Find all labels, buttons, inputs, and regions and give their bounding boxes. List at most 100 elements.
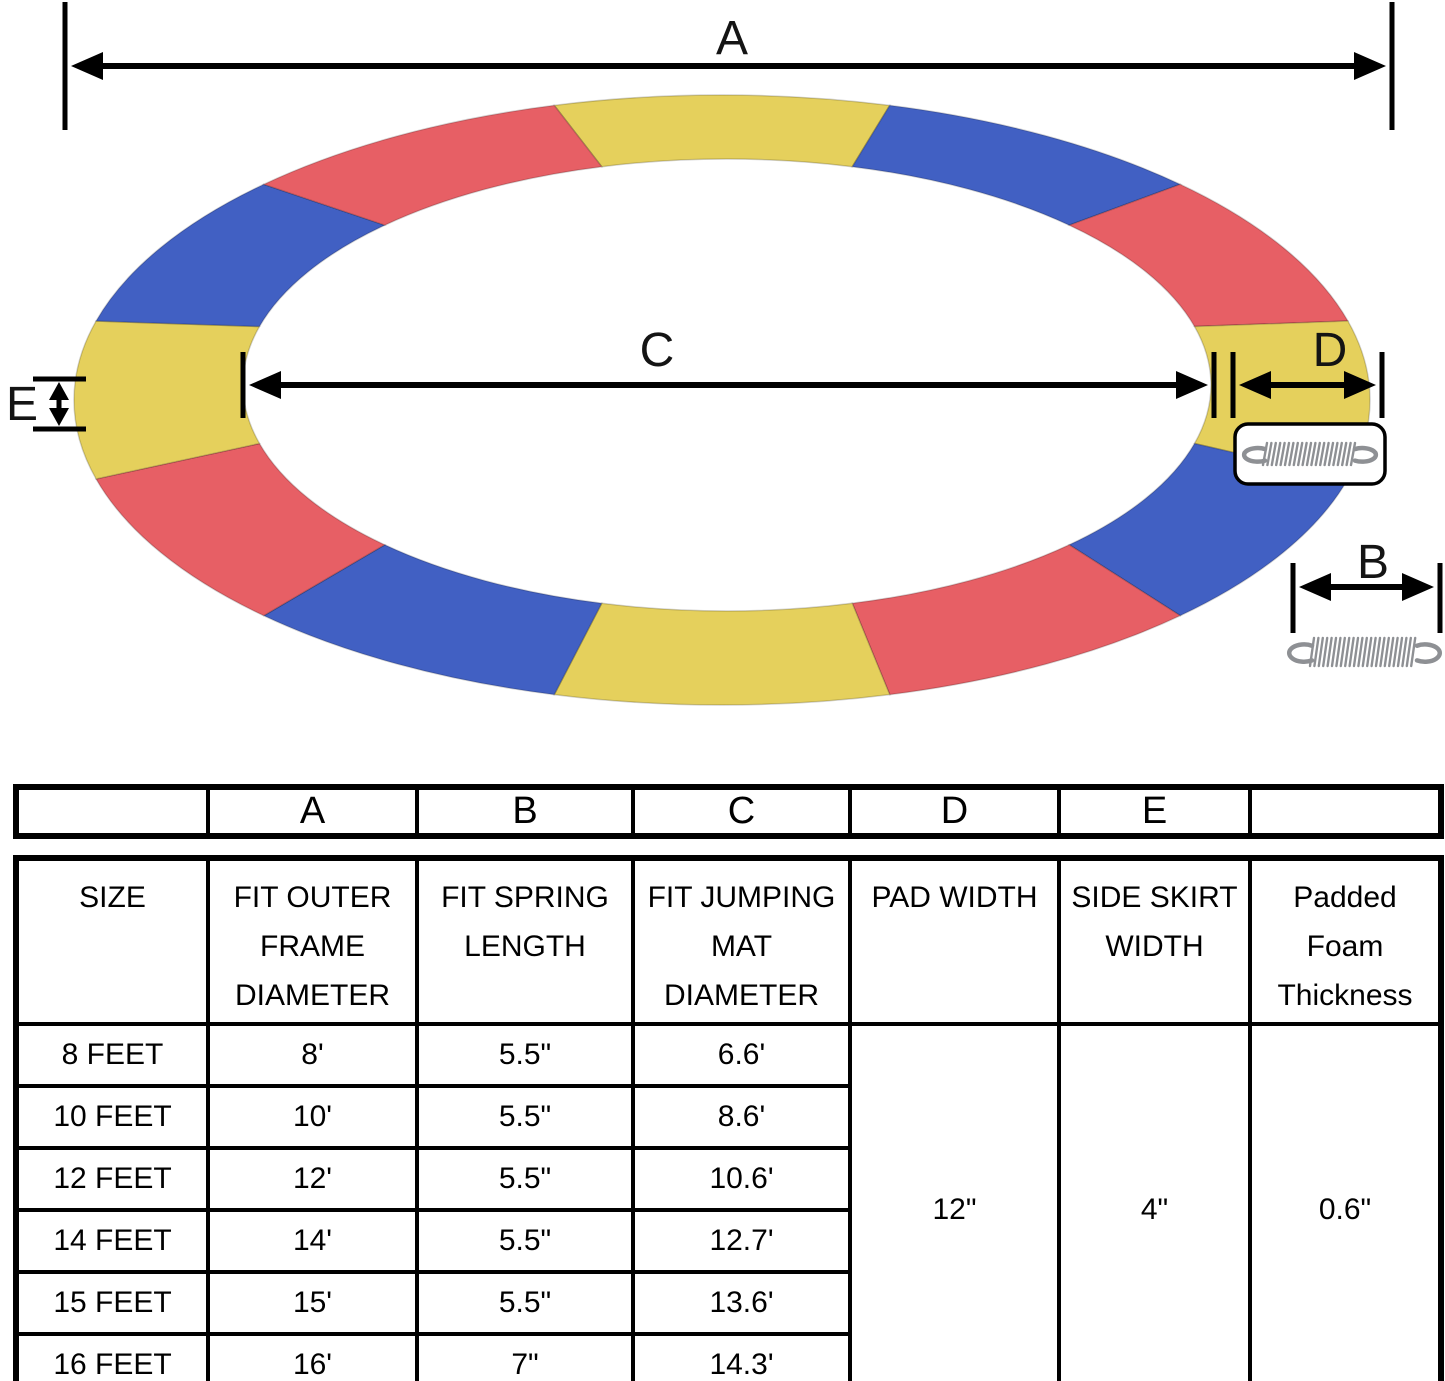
- spring-coil: [1339, 636, 1347, 668]
- spring-coil: [1266, 441, 1273, 467]
- value-cell: 14.3': [631, 1332, 852, 1381]
- value-cell: 8.6': [631, 1084, 852, 1150]
- column-header-line: FRAME: [260, 930, 365, 963]
- value-cell: 15': [206, 1270, 419, 1336]
- table-row-8-feet: 8 FEET 8' 5.5" 6.6' 12" 4" 0.6": [14, 1022, 1443, 1381]
- spring-coil: [1336, 441, 1344, 467]
- size-cell: 14 FEET: [14, 1208, 210, 1274]
- dim-letter-cell: [1248, 785, 1443, 838]
- spring-coil: [1343, 636, 1351, 668]
- table-row-15-feet: 15 FEET 15' 5.5" 13.6': [14, 1270, 1441, 1336]
- spring-coil: [1383, 636, 1391, 668]
- spring-coil: [1374, 636, 1382, 668]
- dim-letter-cell: A: [206, 785, 419, 838]
- spring-coil: [1330, 636, 1338, 668]
- column-header-line: FIT SPRING: [441, 881, 609, 914]
- column-header-line: Foam: [1306, 930, 1384, 963]
- merged-value-cell-pad_width: 12": [848, 1022, 1061, 1381]
- value-cell: 14': [206, 1208, 419, 1274]
- column-header-line: SIDE SKIRT: [1071, 881, 1238, 914]
- spring-coil: [1279, 441, 1286, 467]
- column-header-cell: Padded Foam Thickness: [1248, 856, 1443, 1026]
- spring-coil: [1405, 636, 1413, 668]
- column-header-cell: SIZE: [14, 856, 210, 1026]
- spring-coil: [1370, 636, 1377, 668]
- arrowhead-right: [1344, 371, 1376, 399]
- column-header-line: SIZE: [79, 881, 146, 914]
- size-cell: 10 FEET: [14, 1084, 210, 1150]
- column-header-line: FIT OUTER: [233, 881, 392, 914]
- size-spec-table: SIZE FIT OUTER FRAME DIAMETER FIT SPRING LENG…: [13, 855, 1444, 1381]
- trampoline-pad-diagram: A C D B E: [6, 2, 1443, 706]
- column-header-line: Padded: [1293, 881, 1397, 914]
- table-row-10-feet: 10 FEET 10' 5.5" 8.6': [14, 1084, 1441, 1150]
- value-cell: 5.5": [415, 1146, 635, 1212]
- arrowhead-right: [1176, 371, 1208, 399]
- arrowhead-left: [1299, 573, 1331, 601]
- dim-letter-cell: E: [1057, 785, 1252, 838]
- spring-hook: [1241, 445, 1268, 464]
- column-header-line: DIAMETER: [663, 979, 819, 1012]
- value-cell: 12': [206, 1146, 419, 1212]
- spring-coil: [1314, 441, 1322, 467]
- value-cell: 5.5": [415, 1208, 635, 1274]
- table-row-12-feet: 12 FEET 12' 5.5" 10.6': [14, 1146, 1441, 1212]
- table-row-14-feet: 14 FEET 14' 5.5" 12.7': [14, 1208, 1441, 1274]
- dim-letter-cell: D: [848, 785, 1061, 838]
- arrowhead-right: [1354, 52, 1386, 80]
- column-header-line: PAD WIDTH: [871, 881, 1038, 914]
- spring-coil: [1387, 636, 1395, 668]
- column-header-cell: FIT OUTER FRAME DIAMETER: [206, 856, 419, 1026]
- column-header-line: MAT: [710, 930, 773, 963]
- spring-coil: [1392, 636, 1399, 668]
- dim-a-indicator: A: [62, 2, 1395, 130]
- value-cell: 12.7': [631, 1208, 852, 1274]
- table-row-16-feet: 16 FEET 16' 7" 14.3': [14, 1332, 1441, 1381]
- dim-letter-cell: C: [631, 785, 852, 838]
- dim-label-b: B: [1357, 536, 1389, 589]
- spring-hook: [1286, 642, 1315, 664]
- spring-coil: [1352, 636, 1360, 668]
- spring-coil: [1296, 441, 1304, 467]
- value-cell: 6.6': [631, 1022, 852, 1088]
- column-header-row: SIZE FIT OUTER FRAME DIAMETER FIT SPRING LENG…: [14, 856, 1443, 1026]
- dim-d-indicator: D: [1230, 324, 1385, 418]
- spring-coil: [1348, 636, 1355, 668]
- spring-coil: [1308, 636, 1316, 668]
- column-header-cell: SIDE SKIRT WIDTH: [1057, 856, 1252, 1026]
- spring-coil: [1349, 441, 1357, 467]
- dim-label-a: A: [716, 12, 748, 65]
- pad-segment-yellow: [552, 94, 891, 168]
- spring-coil: [1292, 441, 1300, 467]
- spring-coil: [1332, 441, 1339, 467]
- dimension-arrows: A C D B E: [6, 2, 1443, 633]
- column-header-line: LENGTH: [464, 930, 586, 963]
- pad-segment-blue: [1067, 442, 1350, 617]
- pad-segment-red: [94, 442, 387, 617]
- pad-segment-blue: [851, 104, 1183, 227]
- spring-coil: [1318, 441, 1326, 467]
- spring-coil: [1361, 636, 1369, 668]
- springs: [1233, 422, 1443, 668]
- spring-coil: [1379, 636, 1386, 668]
- column-header-cell: PAD WIDTH: [848, 856, 1061, 1026]
- pad-segment-red: [851, 543, 1182, 696]
- value-cell: 5.5": [415, 1270, 635, 1336]
- spring-coil: [1340, 441, 1348, 467]
- dim-e-indicator: E: [6, 376, 86, 432]
- column-header-cell: FIT JUMPING MAT DIAMETER: [631, 856, 852, 1026]
- dim-label-e: E: [6, 378, 38, 431]
- value-cell: 5.5": [415, 1084, 635, 1150]
- spring-coil: [1401, 636, 1408, 668]
- spring-coil: [1365, 636, 1373, 668]
- dim-letter-cell: B: [415, 785, 635, 838]
- spring-coil: [1313, 636, 1320, 668]
- dim-b-indicator: B: [1290, 536, 1443, 633]
- column-header-line: Thickness: [1277, 979, 1413, 1012]
- spring-coil: [1270, 441, 1278, 467]
- spring-hook: [1414, 642, 1443, 664]
- arrowhead-up: [49, 382, 69, 400]
